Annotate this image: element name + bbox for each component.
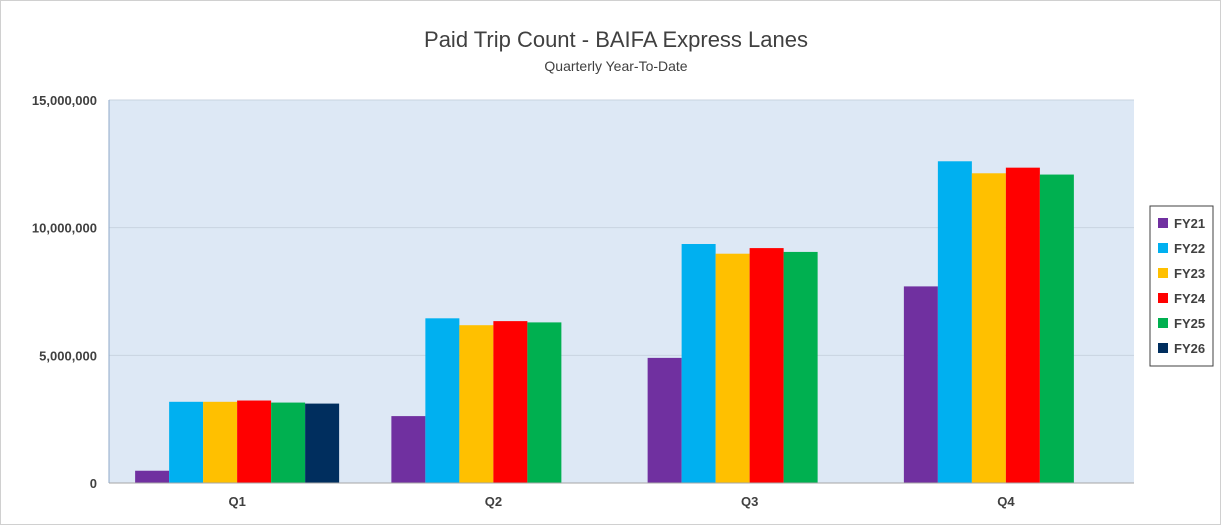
y-tick-label: 0 <box>90 476 97 491</box>
bar-fy24-q2 <box>493 321 528 483</box>
legend-label-fy22: FY22 <box>1174 241 1205 256</box>
legend-label-fy24: FY24 <box>1174 291 1206 306</box>
legend-swatch-fy21 <box>1158 218 1168 228</box>
bar-fy25-q3 <box>783 251 818 483</box>
legend: FY21 FY22 FY23 FY24 FY25 FY26 <box>1149 205 1214 367</box>
bar-fy24-q3 <box>749 248 784 483</box>
x-tick-label: Q1 <box>228 494 245 509</box>
bar-fy22-q3 <box>681 244 716 483</box>
bar-fy22-q2 <box>425 318 460 483</box>
bar-fy23-q3 <box>715 253 750 483</box>
bar-fy21-q4 <box>903 286 938 483</box>
legend-label-fy25: FY25 <box>1174 316 1205 331</box>
bar-fy25-q4 <box>1039 174 1074 484</box>
legend-label-fy26: FY26 <box>1174 341 1205 356</box>
x-axis: Q1 Q2 Q3 Q4 <box>228 494 1015 509</box>
legend-label-fy23: FY23 <box>1174 266 1205 281</box>
bar-fy21-q3 <box>647 357 682 483</box>
bar-fy21-q2 <box>391 416 426 483</box>
y-axis: 0 5,000,000 10,000,000 15,000,000 <box>32 93 1134 491</box>
y-tick-label: 15,000,000 <box>32 93 97 108</box>
bar-fy23-q2 <box>459 325 494 483</box>
bar-fy23-q1 <box>203 401 238 483</box>
bar-fy25-q2 <box>527 322 562 483</box>
x-tick-label: Q4 <box>997 494 1015 509</box>
bar-fy22-q1 <box>169 401 204 483</box>
bar-fy21-q1 <box>135 470 170 483</box>
bar-fy24-q1 <box>237 400 272 483</box>
legend-swatch-fy23 <box>1158 268 1168 278</box>
legend-swatch-fy22 <box>1158 243 1168 253</box>
legend-swatch-fy26 <box>1158 343 1168 353</box>
bar-fy23-q4 <box>971 173 1006 483</box>
y-tick-label: 10,000,000 <box>32 221 97 236</box>
bar-fy24-q4 <box>1005 167 1040 483</box>
bar-fy22-q4 <box>937 161 972 483</box>
chart-title: Paid Trip Count - BAIFA Express Lanes <box>424 27 808 52</box>
bars <box>135 161 1074 484</box>
legend-label-fy21: FY21 <box>1174 216 1205 231</box>
x-tick-label: Q3 <box>741 494 758 509</box>
legend-swatch-fy24 <box>1158 293 1168 303</box>
x-tick-label: Q2 <box>485 494 502 509</box>
legend-box <box>1149 205 1214 367</box>
legend-swatch-fy25 <box>1158 318 1168 328</box>
bar-fy26-q1 <box>305 403 340 483</box>
y-tick-label: 5,000,000 <box>39 348 97 363</box>
chart-subtitle: Quarterly Year-To-Date <box>544 58 687 74</box>
bar-fy25-q1 <box>271 402 306 483</box>
